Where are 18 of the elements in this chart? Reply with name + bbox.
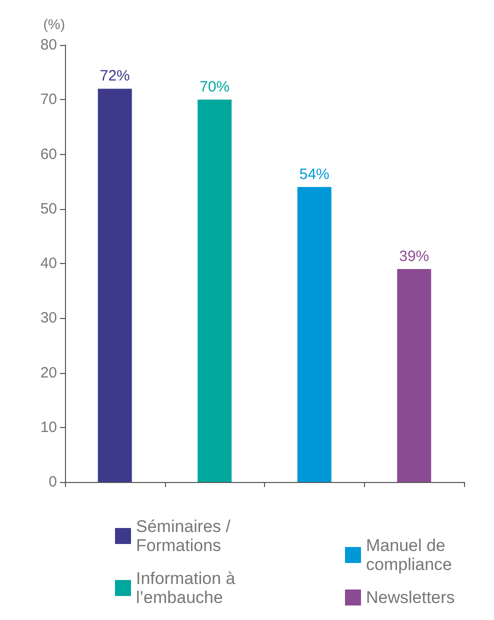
data-label: 39% — [399, 248, 430, 265]
legend-label: Information à l’embauche — [136, 569, 240, 607]
data-label: 72% — [100, 68, 130, 85]
legend-label: Séminaires / Formations — [136, 517, 236, 555]
y-tick-label: 60 — [40, 146, 57, 163]
y-tick-label: 20 — [40, 364, 57, 382]
legend-label: Newsletters — [366, 588, 455, 607]
legend-label: Manuel de compliance — [366, 536, 452, 574]
y-tick-label: 70 — [40, 91, 57, 108]
y-tick-label: 0 — [48, 474, 57, 490]
y-tick-label: 50 — [40, 200, 57, 218]
y-tick-label: 80 — [40, 36, 57, 54]
y-tick-label: 30 — [40, 310, 57, 327]
data-label: 54% — [299, 166, 330, 184]
y-tick-label: 10 — [40, 418, 57, 436]
data-label: 70% — [200, 78, 230, 96]
y-tick-label: 40 — [40, 255, 57, 272]
y-axis-title: (%) — [43, 16, 65, 32]
